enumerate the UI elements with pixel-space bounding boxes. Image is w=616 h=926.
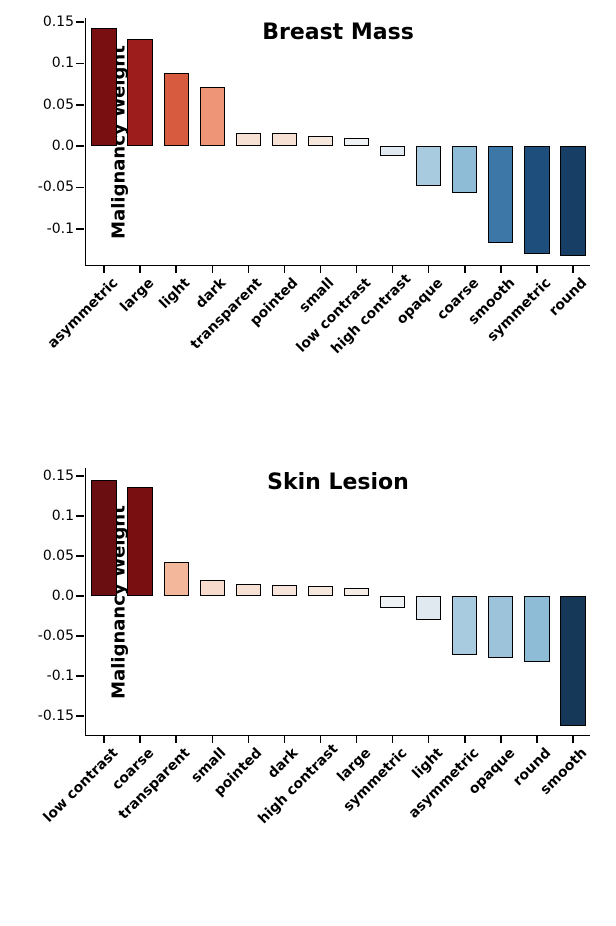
x-tick <box>139 735 141 743</box>
x-tick <box>103 265 105 273</box>
bar <box>452 146 477 193</box>
bar <box>488 146 513 243</box>
bar <box>91 28 116 146</box>
x-tick <box>320 265 322 273</box>
x-tick <box>248 265 250 273</box>
bar <box>236 133 261 146</box>
bar <box>272 585 297 596</box>
x-tick <box>392 265 394 273</box>
y-tick-label: -0.05 <box>38 179 74 195</box>
plot-area: Breast Mass Malignancy Weight -0.1-0.050… <box>85 18 590 266</box>
bar <box>524 596 549 662</box>
y-tick <box>76 595 84 597</box>
y-tick <box>76 228 84 230</box>
y-tick <box>76 145 84 147</box>
bar <box>127 487 152 596</box>
x-tick <box>500 265 502 273</box>
y-tick-label: 0.0 <box>52 588 74 604</box>
bar <box>560 596 585 726</box>
bar <box>560 146 585 256</box>
bar <box>200 87 225 147</box>
y-tick-label: 0.05 <box>43 548 74 564</box>
bar <box>524 146 549 253</box>
bar <box>380 146 405 156</box>
bar <box>91 480 116 596</box>
y-tick <box>76 63 84 65</box>
x-tick <box>320 735 322 743</box>
bar <box>344 138 369 146</box>
x-tick <box>212 735 214 743</box>
bars-layer <box>86 18 590 265</box>
x-tick <box>175 265 177 273</box>
plot-area: Skin Lesion Malignancy Weight -0.15-0.1-… <box>85 468 590 736</box>
x-tick <box>103 735 105 743</box>
x-tick <box>572 735 574 743</box>
x-tick <box>175 735 177 743</box>
y-tick-label: 0.15 <box>43 468 74 484</box>
y-tick-label: -0.1 <box>47 668 74 684</box>
bar <box>127 39 152 146</box>
x-tick <box>139 265 141 273</box>
x-tick <box>284 735 286 743</box>
x-tick <box>356 265 358 273</box>
bar <box>452 596 477 655</box>
bar <box>164 73 189 147</box>
x-tick <box>500 735 502 743</box>
bar <box>344 588 369 596</box>
y-tick <box>76 187 84 189</box>
x-tick <box>536 735 538 743</box>
bar <box>416 146 441 186</box>
y-tick <box>76 715 84 717</box>
y-tick-label: -0.05 <box>38 628 74 644</box>
x-tick <box>212 265 214 273</box>
x-tick <box>284 265 286 273</box>
y-tick-label: 0.15 <box>43 14 74 30</box>
bar <box>200 580 225 596</box>
x-tick <box>464 265 466 273</box>
y-tick <box>76 555 84 557</box>
bar <box>380 596 405 608</box>
x-tick <box>572 265 574 273</box>
bar <box>308 136 333 146</box>
x-tick <box>356 735 358 743</box>
bar <box>308 586 333 596</box>
bars-layer <box>86 468 590 735</box>
bar <box>488 596 513 658</box>
figure: Breast Mass Malignancy Weight -0.1-0.050… <box>0 0 616 926</box>
x-tick <box>464 735 466 743</box>
bar <box>164 562 189 596</box>
y-tick <box>76 515 84 517</box>
x-tick <box>392 735 394 743</box>
y-tick <box>76 104 84 106</box>
panel-skin-lesion: Skin Lesion Malignancy Weight -0.15-0.1-… <box>85 468 590 736</box>
panel-breast-mass: Breast Mass Malignancy Weight -0.1-0.050… <box>85 18 590 266</box>
y-tick-label: 0.0 <box>52 138 74 154</box>
y-tick <box>76 675 84 677</box>
x-tick <box>428 265 430 273</box>
bar <box>236 584 261 596</box>
y-tick <box>76 21 84 23</box>
y-tick-label: 0.05 <box>43 97 74 113</box>
y-tick-label: 0.1 <box>52 55 74 71</box>
y-tick <box>76 475 84 477</box>
y-tick-label: -0.15 <box>38 708 74 724</box>
y-tick-label: 0.1 <box>52 508 74 524</box>
x-tick <box>248 735 250 743</box>
x-tick <box>428 735 430 743</box>
x-tick <box>536 265 538 273</box>
bar <box>416 596 441 620</box>
y-tick <box>76 635 84 637</box>
bar <box>272 133 297 146</box>
y-tick-label: -0.1 <box>47 221 74 237</box>
